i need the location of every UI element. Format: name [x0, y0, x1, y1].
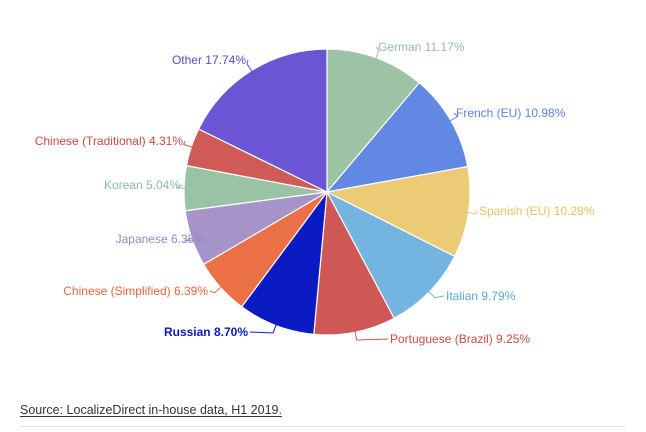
leader-line — [246, 59, 253, 73]
slice-label: Other 17.74% — [172, 53, 246, 67]
leader-line — [249, 323, 278, 334]
leader-line — [448, 112, 459, 122]
slice-label: Chinese (Traditional) 4.31% — [35, 134, 184, 148]
slice-label: Japanese 6.35% — [116, 232, 206, 246]
slice-label: Chinese (Simplified) 6.39% — [63, 284, 208, 298]
slice-label: Russian 8.70% — [164, 325, 248, 339]
source-citation[interactable]: Source: LocalizeDirect in-house data, H1… — [20, 403, 282, 417]
leader-line — [375, 46, 380, 60]
footer-divider — [20, 426, 626, 427]
slice-label: Spanish (EU) 10.28% — [479, 204, 595, 218]
slice-label: Italian 9.79% — [446, 289, 516, 303]
leader-line — [175, 184, 187, 189]
pie-chart-svg: German 11.17% French (EU) 10.98% Spanish (… — [35, 40, 595, 346]
leader-line — [209, 285, 223, 294]
slice-label: German 11.17% — [378, 40, 465, 54]
slice-label: French (EU) 10.98% — [456, 106, 566, 120]
slice-label: Korean 5.04% — [104, 178, 180, 192]
leader-line — [427, 290, 445, 299]
leader-line — [354, 330, 389, 341]
leader-line — [184, 237, 208, 242]
leader-line — [183, 140, 194, 148]
pie-chart: German 11.17% French (EU) 10.98% Spanish (… — [35, 40, 595, 346]
leader-line — [466, 210, 478, 215]
slice-label: Portuguese (Brazil) 9.25% — [390, 332, 530, 346]
